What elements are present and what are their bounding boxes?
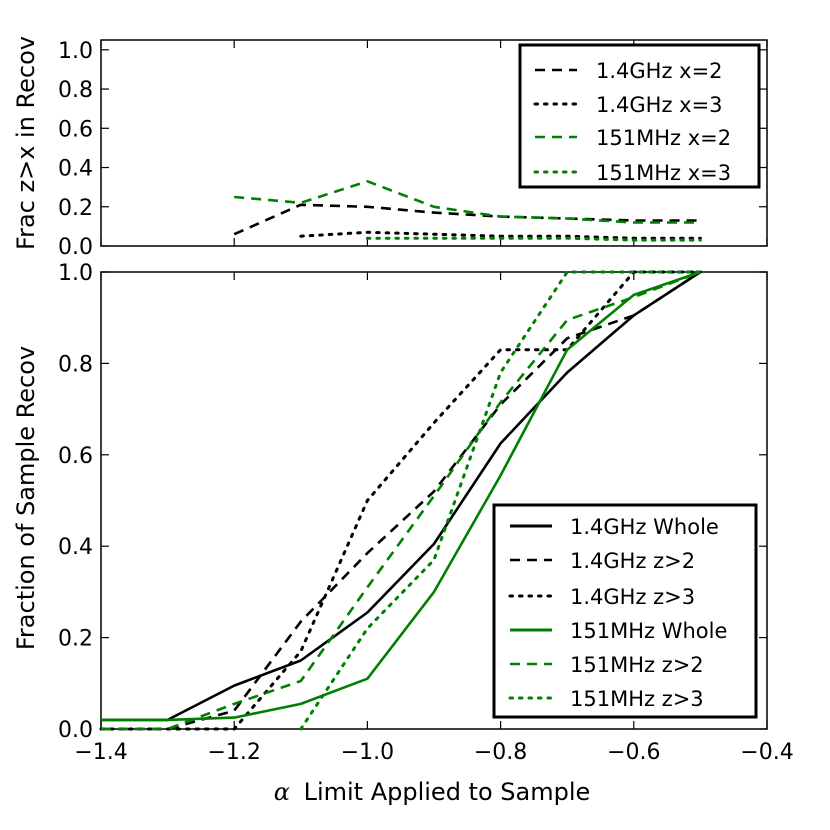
top-series bbox=[233, 180, 702, 242]
series-line-bottom-4 bbox=[101, 270, 701, 731]
legend-label-bottom-0: 1.4GHz Whole bbox=[570, 515, 719, 539]
x-tick-label-3: −0.8 bbox=[474, 740, 527, 765]
bottom-legend-frame bbox=[492, 503, 758, 719]
y-tick-label-top-3: 0.6 bbox=[58, 117, 93, 142]
series-line-top-2 bbox=[234, 180, 701, 224]
y-tick-label-top-5: 1.0 bbox=[58, 39, 93, 64]
top-panel: 0.0 0.2 0.4 0.6 0.8 1.0 Frac z>x in Recov 1.4… bbox=[12, 36, 768, 260]
legend-label-top-3: 151MHz x=3 bbox=[596, 161, 731, 185]
top-y-axis-label: Frac z>x in Recov bbox=[12, 36, 40, 250]
top-legend-frame bbox=[518, 43, 761, 189]
top-ticks: 0.0 0.2 0.4 0.6 0.8 1.0 bbox=[58, 39, 768, 260]
series-line-bottom-5 bbox=[299, 270, 702, 731]
bottom-panel: −1.4 −1.2 −1.0 −0.8 −0.6 −0.4 0.0 0.2 0.4 0.6 0.8 1… bbox=[12, 261, 794, 806]
y-tick-label-top-2: 0.4 bbox=[58, 157, 93, 182]
series-line-top-1 bbox=[299, 230, 702, 240]
top-legend: 1.4GHz x=2 1.4GHz x=3 151MHz x=2 151MHz … bbox=[518, 43, 761, 189]
x-axis-label-text: Limit Applied to Sample bbox=[304, 778, 591, 806]
top-axes-frame bbox=[100, 39, 768, 247]
series-line-bottom-0 bbox=[101, 270, 702, 722]
bottom-axes-frame bbox=[100, 271, 768, 730]
x-tick-label-4: −0.6 bbox=[607, 740, 660, 765]
y-tick-label-bottom-0: 0.0 bbox=[58, 718, 93, 743]
legend-label-bottom-2: 1.4GHz z>3 bbox=[570, 585, 695, 609]
y-tick-label-top-4: 0.8 bbox=[58, 78, 93, 103]
y-tick-label-bottom-2: 0.4 bbox=[58, 535, 93, 560]
legend-label-top-0: 1.4GHz x=2 bbox=[596, 59, 723, 83]
series-line-bottom-1 bbox=[101, 270, 702, 731]
y-tick-label-bottom-4: 0.8 bbox=[58, 352, 93, 377]
bottom-ticks: −1.4 −1.2 −1.0 −0.8 −0.6 −0.4 0.0 0.2 0.4 0.6 0.8 1… bbox=[58, 261, 794, 765]
series-line-bottom-3 bbox=[101, 270, 701, 722]
series-line-top-3 bbox=[365, 236, 702, 242]
x-axis-label-symbol: α bbox=[274, 778, 290, 806]
y-tick-label-bottom-5: 1.0 bbox=[58, 261, 93, 286]
y-tick-label-bottom-3: 0.6 bbox=[58, 444, 93, 469]
legend-label-top-2: 151MHz x=2 bbox=[596, 126, 731, 150]
x-axis-label: α Limit Applied to Sample bbox=[274, 778, 591, 806]
legend-label-bottom-5: 151MHz z>3 bbox=[570, 687, 704, 711]
legend-label-bottom-4: 151MHz z>2 bbox=[570, 653, 704, 677]
y-tick-label-top-1: 0.2 bbox=[58, 196, 93, 221]
x-tick-label-1: −1.2 bbox=[207, 740, 260, 765]
x-tick-label-5: −0.4 bbox=[740, 740, 793, 765]
legend-label-bottom-1: 1.4GHz z>2 bbox=[570, 549, 695, 573]
y-tick-label-top-0: 0.0 bbox=[58, 235, 93, 260]
x-tick-label-0: −1.4 bbox=[74, 740, 127, 765]
series-line-top-0 bbox=[233, 203, 701, 236]
x-tick-label-2: −1.0 bbox=[341, 740, 394, 765]
legend-label-bottom-3: 151MHz Whole bbox=[570, 619, 727, 643]
legend-label-top-1: 1.4GHz x=3 bbox=[596, 93, 723, 117]
y-tick-label-bottom-1: 0.2 bbox=[58, 627, 93, 652]
bottom-series bbox=[99, 270, 702, 731]
bottom-y-axis-label: Fraction of Sample Recov bbox=[12, 346, 40, 650]
bottom-legend: 1.4GHz Whole 1.4GHz z>2 1.4GHz z>3 151MH… bbox=[492, 503, 758, 719]
